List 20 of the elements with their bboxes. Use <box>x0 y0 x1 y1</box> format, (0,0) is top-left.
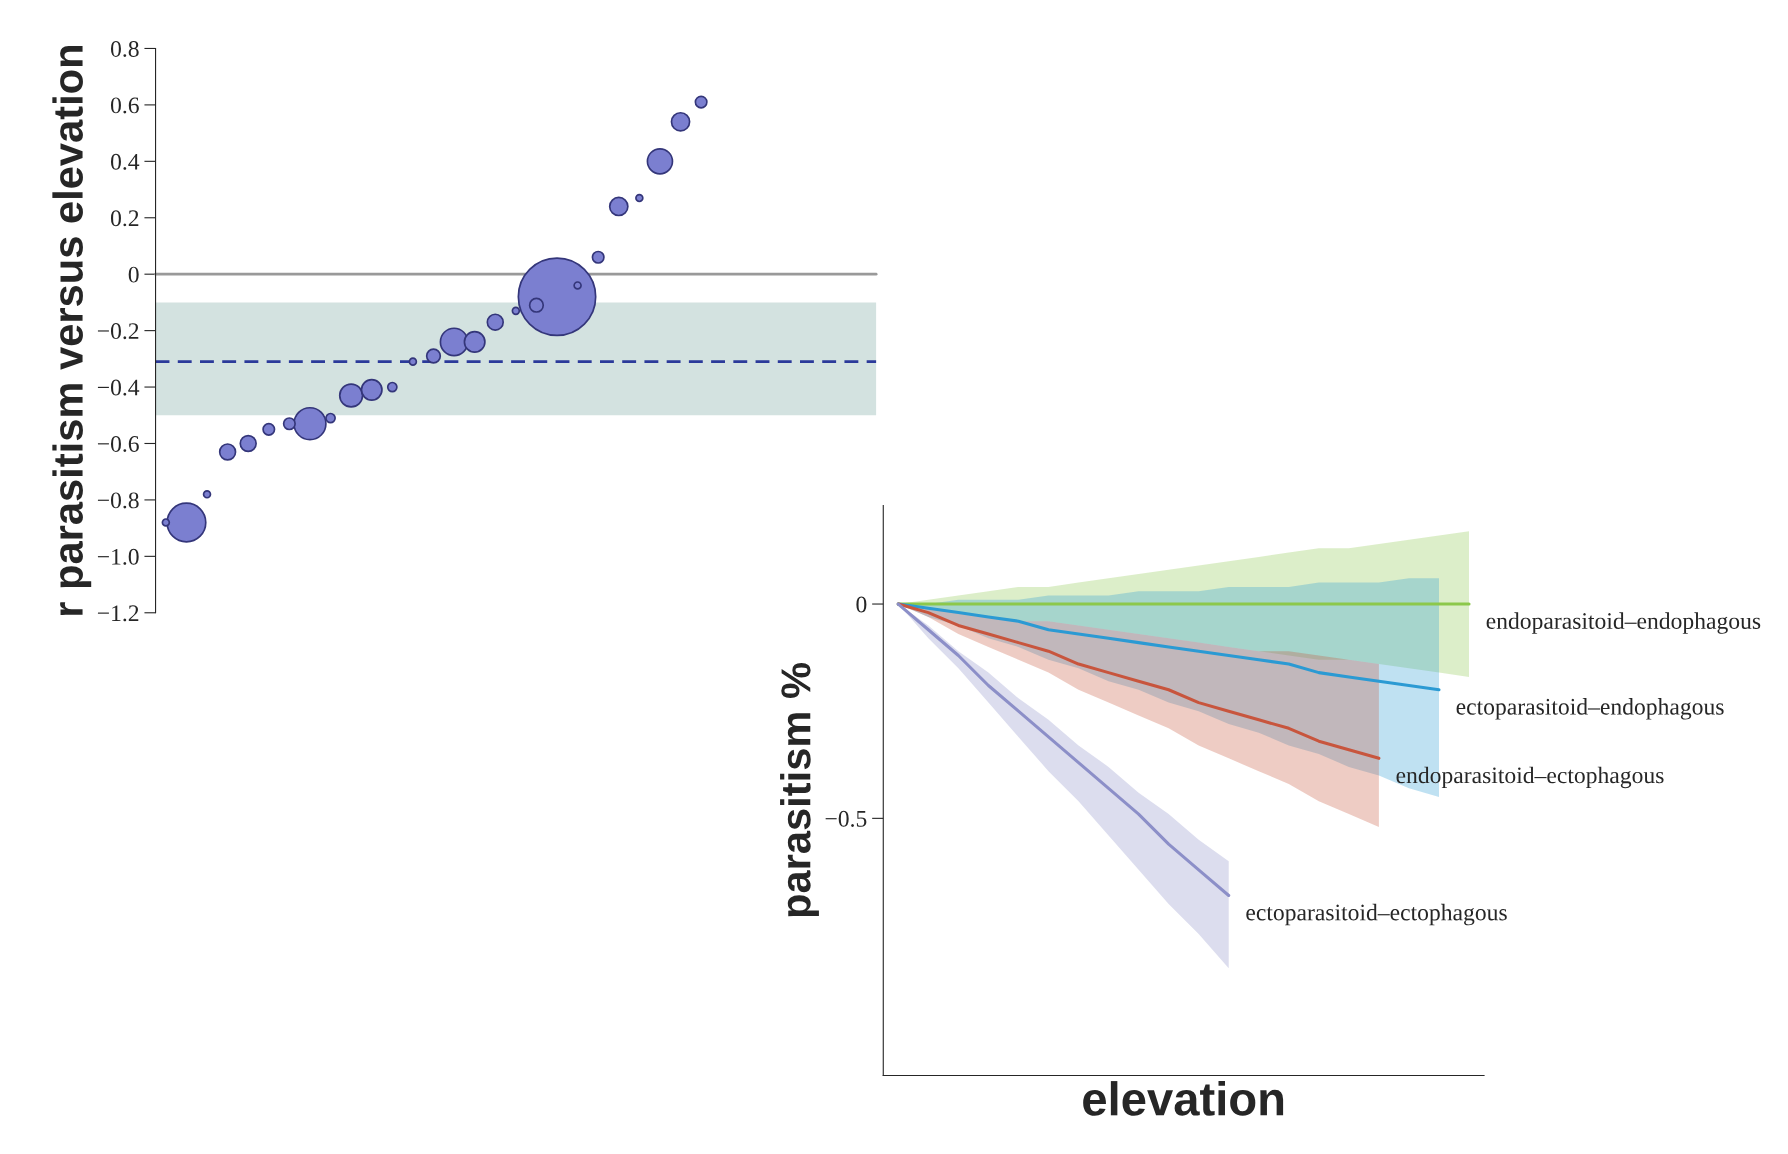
x-axis-title: elevation <box>1083 1081 1284 1116</box>
y-tick-label: −1.0 <box>97 548 139 565</box>
y-tick-label: 0.8 <box>110 40 139 57</box>
y-tick-label: 0 <box>856 596 867 613</box>
series-label: ectoparasitoid–ectophagous <box>1246 903 1507 926</box>
y-tick-label: −0.4 <box>97 379 140 396</box>
y-tick-label: 0 <box>128 266 139 283</box>
series-label: endoparasitoid–endophagous <box>1486 612 1761 634</box>
y-axis-title: r parasitism versus elevation <box>52 46 92 616</box>
y-tick-label: 0.4 <box>110 153 140 170</box>
y-axis-title: parasitism % <box>780 663 819 917</box>
y-tick-label: −0.2 <box>97 323 139 340</box>
y-tick-label: −0.6 <box>97 435 139 453</box>
y-tick-label: 0.6 <box>110 97 139 114</box>
series-label: endoparasitoid–ectophagous <box>1396 766 1664 789</box>
y-tick-label: −0.8 <box>97 492 139 509</box>
y-tick-label: −0.5 <box>825 810 867 827</box>
y-tick-label: −1.2 <box>97 605 139 622</box>
y-tick-label: 0.2 <box>110 210 139 227</box>
series-label: ectoparasitoid–endophagous <box>1456 698 1724 720</box>
